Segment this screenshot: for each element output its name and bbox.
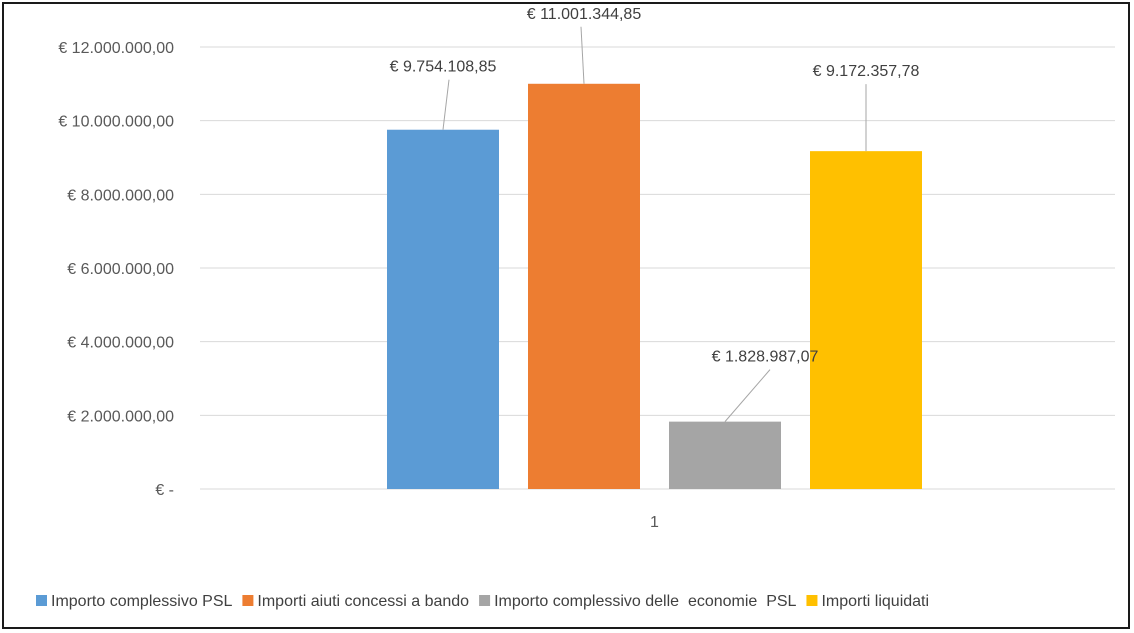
- y-tick-label: € 12.000.000,00: [58, 40, 174, 57]
- legend-swatch: [242, 595, 254, 606]
- legend: Importo complessivo PSL Importi aiuti con…: [36, 593, 929, 610]
- bar: [669, 421, 781, 489]
- bar: [810, 151, 922, 489]
- legend-label: Importi liquidati: [821, 593, 929, 610]
- legend-label: Importi aiuti concessi a bando: [257, 593, 469, 610]
- data-label: € 1.828.987,07: [712, 349, 819, 366]
- y-tick-label: € -: [155, 482, 174, 499]
- y-tick-label: € 8.000.000,00: [67, 187, 174, 204]
- data-label: € 11.001.344,85: [527, 6, 642, 23]
- x-tick-label: 1: [650, 514, 659, 531]
- legend-swatch: [36, 595, 47, 606]
- data-label-leaders: [442, 26, 867, 422]
- y-axis-tick-labels: € - € 2.000.000,00 € 4.000.000,00 € 6.000.0…: [58, 40, 174, 499]
- data-label-leader: [724, 369, 771, 422]
- y-tick-label: € 10.000.000,00: [58, 114, 174, 131]
- bars: [387, 83, 922, 489]
- bar: [387, 129, 499, 489]
- data-labels: € 9.754.108,85 € 11.001.344,85 € 1.828.987…: [390, 6, 920, 366]
- data-label: € 9.754.108,85: [390, 59, 497, 76]
- data-label-leader: [442, 79, 450, 130]
- y-tick-label: € 4.000.000,00: [67, 335, 174, 352]
- bar: [528, 83, 640, 489]
- legend-label: Importo complessivo PSL: [51, 593, 233, 610]
- gridlines: [200, 46, 1115, 490]
- y-tick-label: € 2.000.000,00: [67, 408, 174, 425]
- legend-swatch: [806, 595, 818, 606]
- y-tick-label: € 6.000.000,00: [67, 261, 174, 278]
- legend-label: Importo complessivo delle economie PSL: [494, 593, 796, 610]
- data-label: € 9.172.357,78: [813, 63, 920, 80]
- legend-swatch: [479, 595, 491, 606]
- x-axis-tick-labels: 1: [650, 514, 659, 531]
- data-label-leader: [580, 26, 585, 84]
